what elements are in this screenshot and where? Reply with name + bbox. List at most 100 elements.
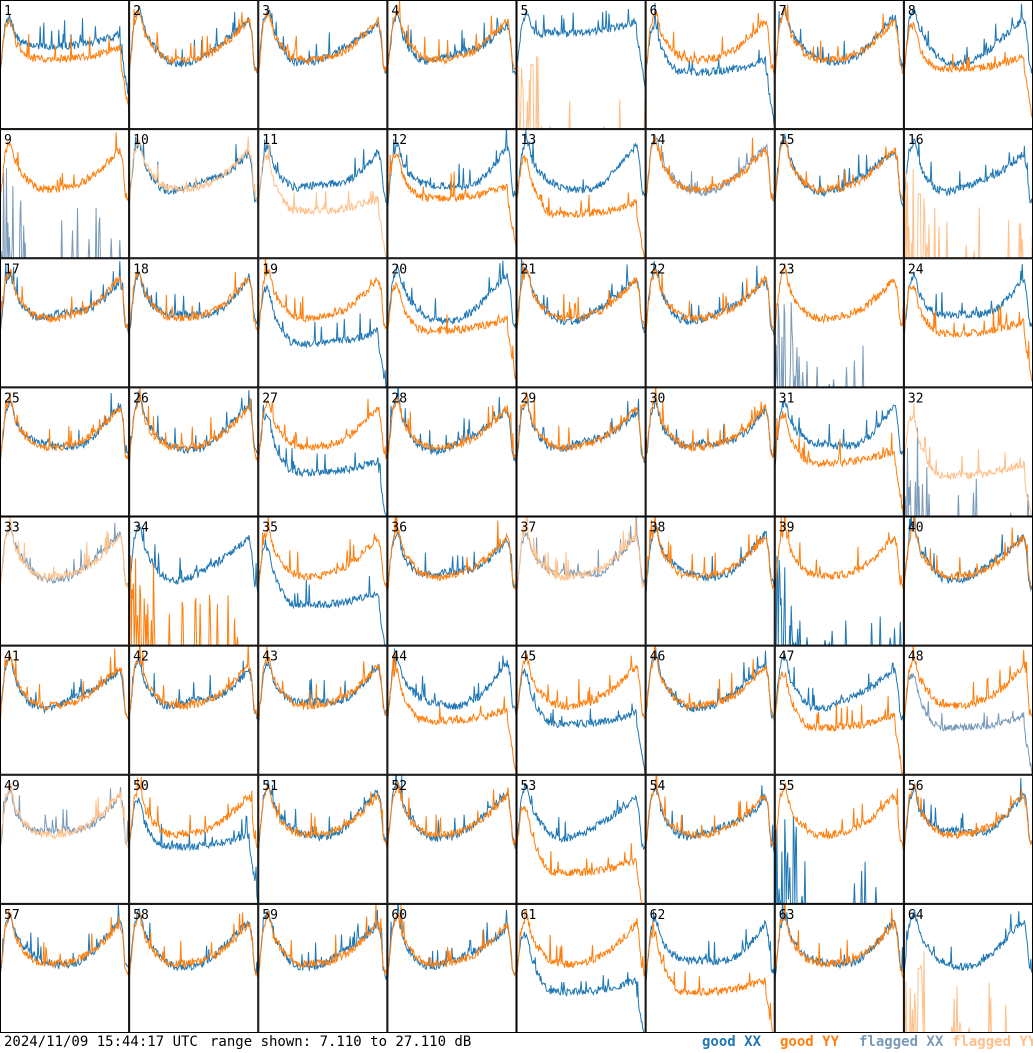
panel-22: 22	[645, 258, 775, 388]
panel-frame	[258, 645, 388, 775]
panel-10: 10	[129, 129, 259, 259]
panel-label: 4	[391, 4, 399, 19]
panel-32: 32	[903, 387, 1033, 517]
panel-frame	[387, 774, 517, 904]
series-xx-panel-23	[774, 302, 904, 388]
panel-label: 64	[908, 908, 924, 923]
series-yy-panel-28	[387, 397, 517, 465]
series-xx-panel-6	[645, 2, 775, 126]
panel-2: 2	[129, 0, 259, 130]
panel-frame	[387, 0, 517, 130]
panel-28: 28	[387, 387, 517, 517]
panel-7: 7	[774, 0, 904, 130]
panel-label: 31	[779, 391, 795, 406]
panel-label: 16	[908, 133, 924, 148]
series-xx-panel-63	[774, 903, 904, 982]
panel-frame	[258, 387, 388, 517]
series-yy-panel-6	[645, 11, 775, 76]
series-xx-panel-16	[903, 138, 1033, 208]
series-xx-panel-10	[129, 136, 259, 207]
series-yy-panel-10	[129, 136, 259, 204]
panel-53: 53	[516, 774, 646, 904]
panel-frame	[258, 0, 388, 130]
series-xx-panel-19	[258, 284, 387, 388]
panel-5: 5	[516, 0, 646, 130]
panel-frame	[516, 774, 646, 904]
panel-21: 21	[516, 258, 646, 388]
panel-20: 20	[387, 258, 517, 388]
legend-good-yy: good YY	[780, 1034, 840, 1050]
panel-frame	[258, 258, 388, 388]
series-yy-panel-40	[903, 516, 1033, 592]
series-xx-panel-32	[903, 427, 1033, 517]
panel-label: 60	[391, 908, 407, 923]
panel-26: 26	[129, 387, 259, 517]
panel-label: 26	[133, 391, 149, 406]
panel-frame	[387, 387, 517, 517]
legend-flagged-xx: flagged XX	[859, 1034, 944, 1050]
panel-frame	[129, 0, 259, 130]
panel-label: 45	[521, 650, 537, 665]
panel-label: 58	[133, 908, 149, 923]
series-yy-panel-22	[645, 266, 775, 337]
series-yy-panel-63	[774, 903, 904, 979]
series-yy-panel-23	[774, 263, 904, 337]
series-xx-panel-34	[129, 524, 259, 594]
panel-label: 23	[779, 262, 795, 277]
panel-45: 45	[516, 645, 646, 775]
panel-label: 42	[133, 650, 149, 665]
panel-label: 48	[908, 650, 924, 665]
series-yy-panel-39	[774, 516, 904, 592]
panel-label: 28	[391, 391, 407, 406]
series-xx-panel-47	[774, 653, 904, 725]
series-xx-panel-30	[645, 398, 775, 467]
panel-39: 39	[774, 516, 904, 646]
panel-27: 27	[258, 387, 388, 517]
panel-46: 46	[645, 645, 775, 775]
series-yy-panel-30	[645, 387, 775, 464]
panel-label: 25	[4, 391, 20, 406]
series-yy-panel-31	[774, 411, 904, 517]
panel-label: 14	[650, 133, 666, 148]
panel-label: 63	[779, 908, 795, 923]
legend-good-xx: good XX	[702, 1034, 762, 1050]
panel-52: 52	[387, 774, 517, 904]
panel-frame	[516, 903, 646, 1033]
series-xx-panel-4	[387, 10, 517, 76]
panel-frame	[903, 645, 1033, 775]
panel-label: 40	[908, 521, 924, 536]
series-yy-panel-13	[516, 155, 646, 259]
panel-frame	[0, 774, 130, 904]
panel-25: 25	[0, 387, 130, 517]
panel-47: 47	[774, 645, 904, 775]
series-xx-panel-24	[903, 263, 1033, 340]
panel-frame	[129, 516, 259, 646]
panel-49: 49	[0, 774, 130, 904]
panel-label: 12	[391, 133, 407, 148]
series-xx-panel-52	[387, 774, 517, 852]
panel-frame	[645, 516, 775, 646]
panel-frame	[258, 774, 388, 904]
panel-frame	[774, 0, 904, 130]
panel-label: 20	[391, 262, 407, 277]
panel-4: 4	[387, 0, 517, 130]
panel-label: 37	[521, 521, 537, 536]
panel-label: 8	[908, 4, 916, 19]
series-yy-panel-48	[903, 645, 1033, 725]
panel-frame	[129, 645, 259, 775]
panel-frame	[0, 516, 130, 646]
panel-label: 24	[908, 262, 924, 277]
panel-frame	[516, 258, 646, 388]
panel-43: 43	[258, 645, 388, 775]
panel-frame	[903, 774, 1033, 904]
panel-64: 64	[903, 903, 1033, 1033]
panel-62: 62	[645, 903, 775, 1033]
panel-3: 3	[258, 0, 388, 130]
panel-label: 6	[650, 4, 658, 19]
panel-frame	[903, 516, 1033, 646]
panel-frame	[0, 129, 130, 259]
panel-frame	[129, 903, 259, 1033]
panel-frame	[645, 645, 775, 775]
panel-frame	[0, 258, 130, 388]
panel-frame	[516, 129, 646, 259]
